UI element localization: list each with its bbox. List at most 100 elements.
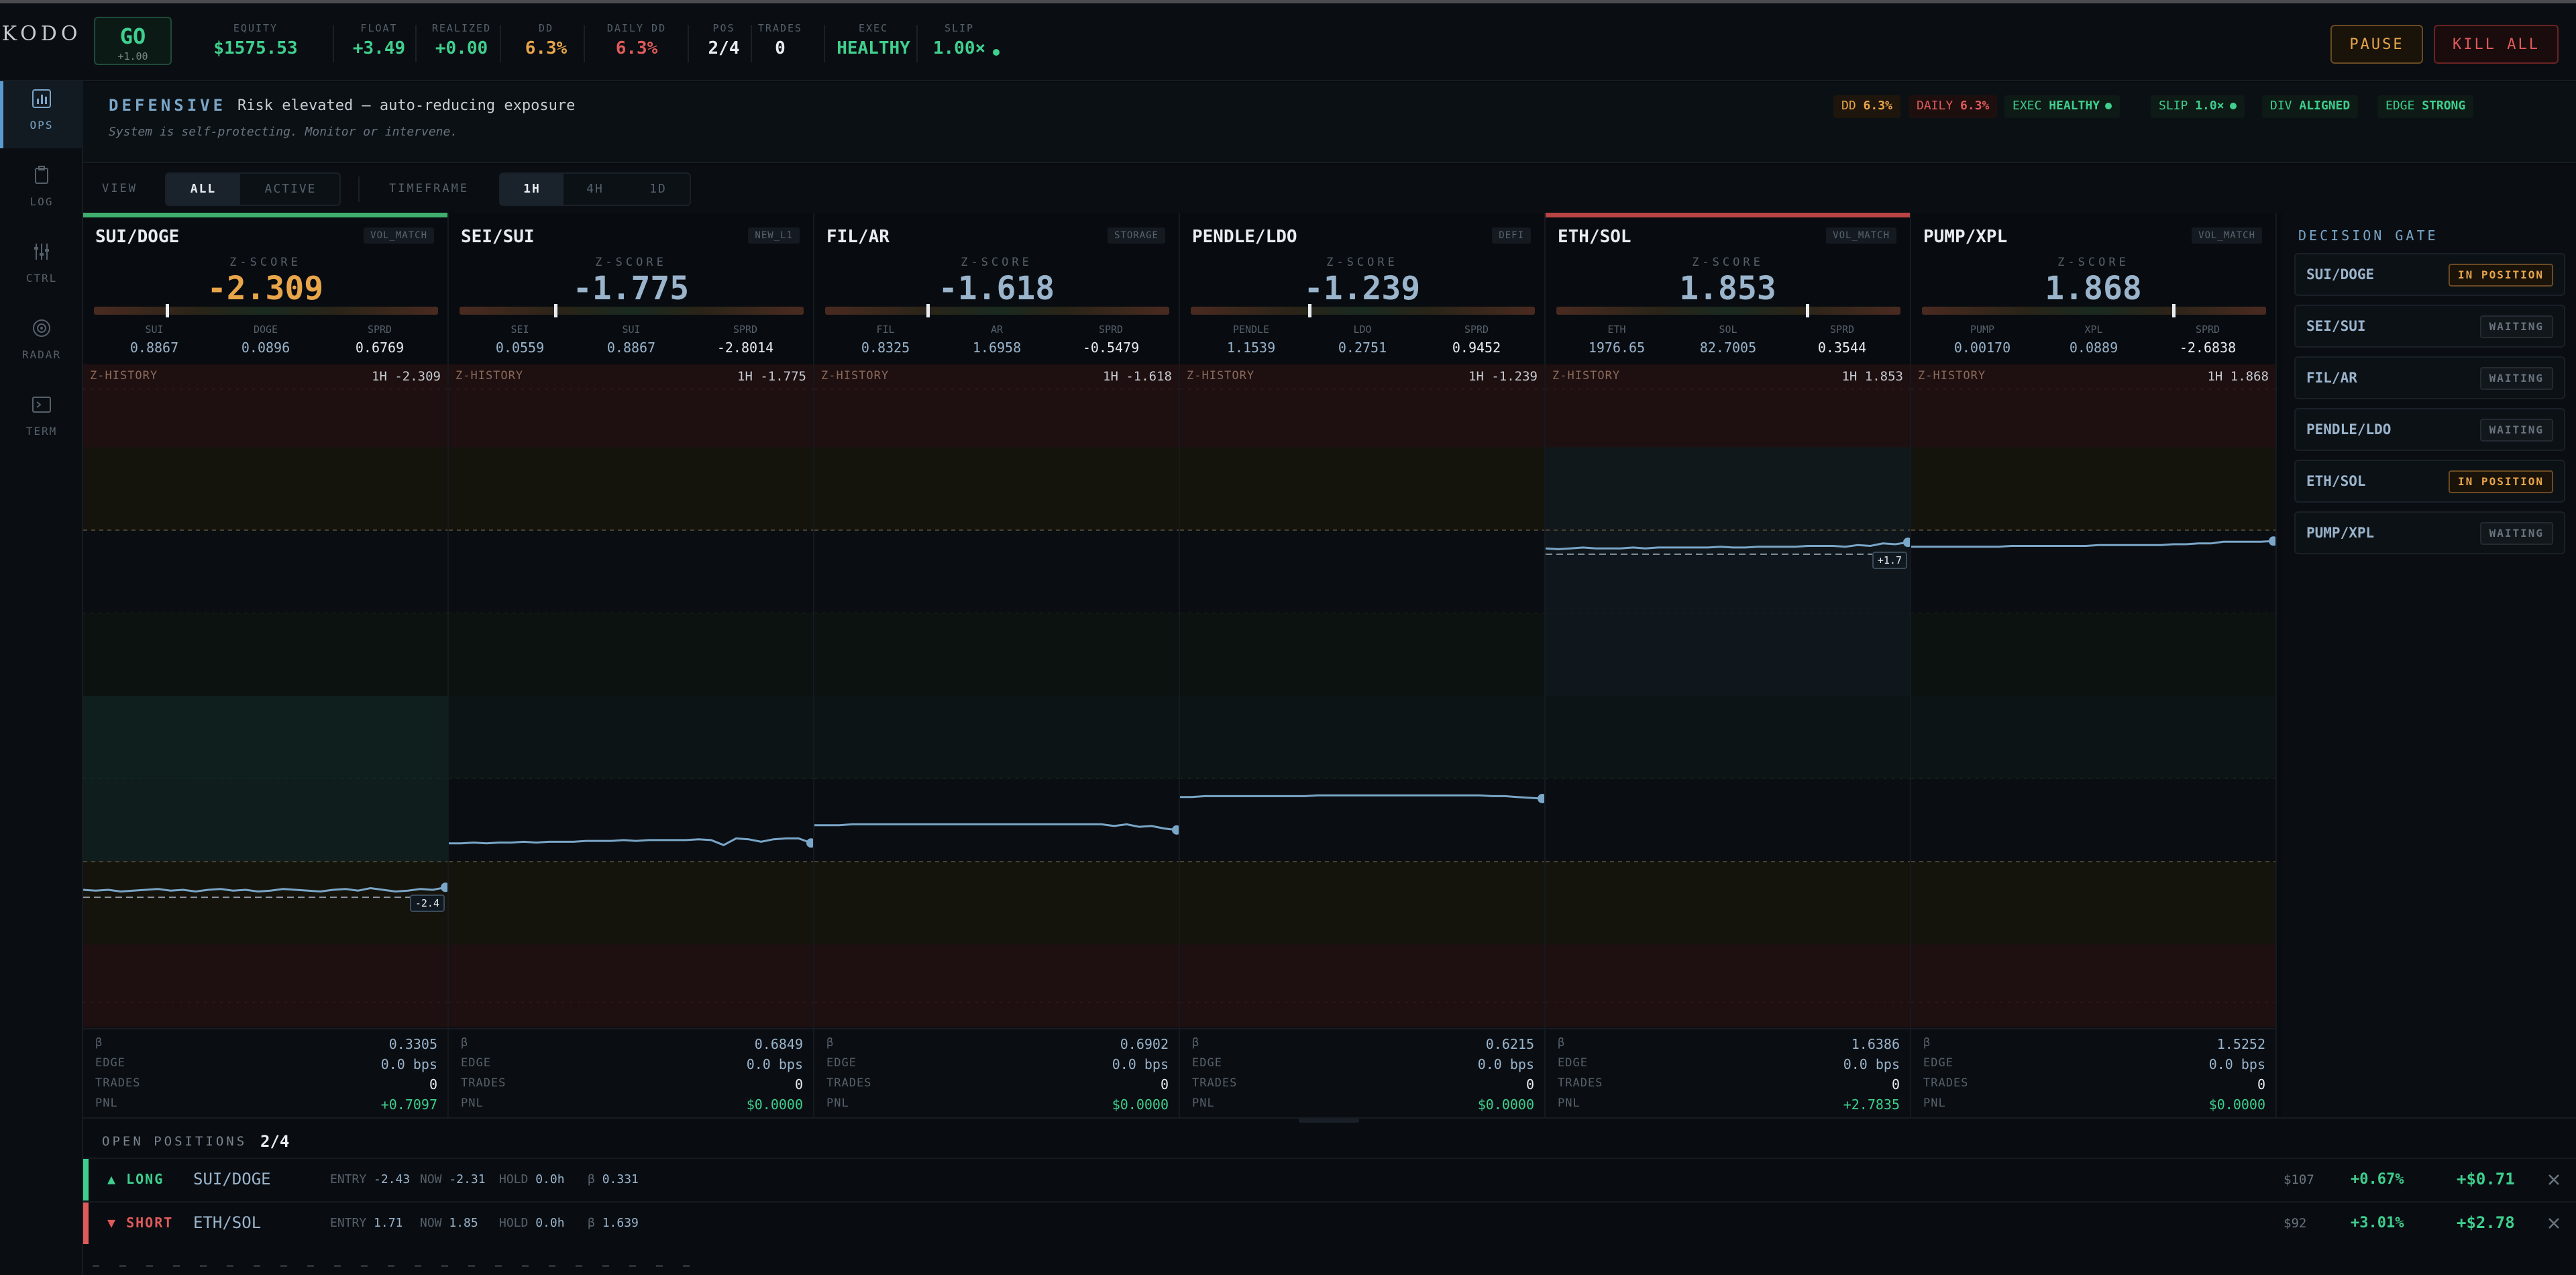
pause-button[interactable]: PAUSE xyxy=(2330,25,2423,64)
sidebar-item-radar[interactable]: RADAR xyxy=(0,311,83,378)
risk-chip-value: 1.0× xyxy=(2195,99,2224,113)
position-row[interactable]: ▼ SHORT ETH/SOL ENTRY 1.71 NOW 1.85 HOLD 0.0… xyxy=(83,1201,2576,1244)
stat-edge: EDGE 0.0 bps xyxy=(1192,1056,1534,1075)
timeframe-option-1d[interactable]: 1D xyxy=(649,182,667,196)
z-history-label: Z-HISTORY xyxy=(1187,369,1255,382)
leg-pendle: PENDLE 1.1539 xyxy=(1191,323,1311,356)
gate-item-eth-sol[interactable]: ETH/SOL IN POSITION xyxy=(2294,460,2565,503)
risk-chip-daily: DAILY 6.3% xyxy=(1909,95,1998,118)
panel-resize-handle[interactable] xyxy=(1299,1119,1359,1123)
pair-card-pendle-ldo[interactable]: PENDLE/LDO DEFI Z-SCORE -1.239 PENDLE 1.1539 L… xyxy=(1180,213,1546,1117)
z-history-line xyxy=(449,837,812,846)
z-score-label: Z-SCORE xyxy=(229,256,301,269)
leg-label: SPRD xyxy=(1098,323,1124,336)
z-band xyxy=(814,862,1179,945)
pair-name: PUMP/XPL xyxy=(1923,227,2008,247)
position-direction: ▼ SHORT xyxy=(107,1215,174,1231)
close-icon[interactable] xyxy=(2542,1168,2565,1191)
z-score-gauge xyxy=(460,304,804,317)
stat-label: PNL xyxy=(1192,1096,1215,1110)
stat-beta: β 1.5252 xyxy=(1923,1036,2265,1055)
sidebar-item-term[interactable]: TERM xyxy=(0,387,83,454)
position-meta-label: β xyxy=(588,1172,595,1186)
gate-item-fil-ar[interactable]: FIL/AR WAITING xyxy=(2294,356,2565,399)
z-band xyxy=(83,530,447,613)
z-band xyxy=(1911,778,2275,862)
z-history-label: Z-HISTORY xyxy=(1552,369,1621,382)
leg-sprd: SPRD -0.5479 xyxy=(1051,323,1171,356)
pair-card-sui-doge[interactable]: SUI/DOGE VOL_MATCH Z-SCORE -2.309 SUI 0.8867 D… xyxy=(83,213,449,1117)
sidebar-nav: OPS LOG CTRL RADAR TERM xyxy=(0,81,83,1275)
gate-item-sei-sui[interactable]: SEI/SUI WAITING xyxy=(2294,305,2565,348)
gate-item-pump-xpl[interactable]: PUMP/XPL WAITING xyxy=(2294,511,2565,554)
sidebar-item-ctrl[interactable]: CTRL xyxy=(0,234,83,301)
z-history-chart xyxy=(814,364,1179,1027)
z-history-label: Z-HISTORY xyxy=(1918,369,1986,382)
risk-chip-edge: EDGE STRONG xyxy=(2377,95,2474,118)
pair-card-pump-xpl[interactable]: PUMP/XPL VOL_MATCH Z-SCORE 1.868 PUMP 0.00170… xyxy=(1911,213,2277,1117)
z-history-timeframe: 1H -2.309 xyxy=(372,369,441,384)
gate-item-sui-doge[interactable]: SUI/DOGE IN POSITION xyxy=(2294,253,2565,296)
metric-exec: EXEC HEALTHY xyxy=(826,22,920,65)
leg-sprd: SPRD -2.8014 xyxy=(685,323,806,356)
z-history-chart xyxy=(1180,364,1544,1027)
stat-beta: β 0.6902 xyxy=(826,1036,1169,1055)
window-top-edge xyxy=(0,0,2576,3)
view-option-active[interactable]: ACTIVE xyxy=(264,182,317,196)
risk-chip-value: 6.3% xyxy=(1960,99,1990,113)
pair-tag: VOL_MATCH xyxy=(364,227,434,244)
view-option-all[interactable]: ALL xyxy=(166,174,240,205)
gate-pair: ETH/SOL xyxy=(2306,473,2366,489)
position-hold: HOLD 0.0h xyxy=(499,1216,565,1230)
leg-label: SPRD xyxy=(1829,323,1855,336)
metric-label: TRADES xyxy=(757,22,803,34)
position-row[interactable]: ▲ LONG SUI/DOGE ENTRY -2.43 NOW -2.31 HOLD 0… xyxy=(83,1158,2576,1201)
stat-label: TRADES xyxy=(461,1076,506,1090)
z-score-label: Z-SCORE xyxy=(1326,256,1398,269)
leg-sprd: SPRD -2.6838 xyxy=(2147,323,2268,356)
z-band xyxy=(1180,862,1544,945)
position-size: $107 xyxy=(2284,1172,2314,1187)
metric-value: 2/4 xyxy=(708,38,740,58)
leg-value: 0.0896 xyxy=(241,340,290,356)
entry-marker-label: +1.7 xyxy=(1872,551,1907,569)
metric-slip: SLIP 1.00× xyxy=(919,22,1000,65)
bar-chart-icon xyxy=(31,88,52,109)
leg-label: SUI xyxy=(622,323,641,336)
stat-value: 0.0 bps xyxy=(2208,1056,2265,1072)
timeframe-option-4h[interactable]: 4H xyxy=(586,182,604,196)
z-history-timeframe: 1H 1.868 xyxy=(2207,369,2269,384)
metric-label: EQUITY xyxy=(233,22,278,34)
metric-separator xyxy=(824,25,825,62)
pair-card-eth-sol[interactable]: ETH/SOL VOL_MATCH Z-SCORE 1.853 ETH 1976.65 SO… xyxy=(1546,213,1911,1117)
metric-equity: EQUITY $1575.53 xyxy=(205,22,306,65)
stat-value: 0.0 bps xyxy=(746,1056,803,1072)
position-meta-label: ENTRY xyxy=(330,1172,367,1186)
leg-label: SPRD xyxy=(1464,323,1489,336)
z-history-svg xyxy=(1911,364,2275,1027)
position-now: NOW 1.85 xyxy=(420,1216,478,1230)
gate-item-pendle-ldo[interactable]: PENDLE/LDO WAITING xyxy=(2294,408,2565,451)
clipboard-icon xyxy=(31,164,52,186)
leg-eth: ETH 1976.65 xyxy=(1556,323,1677,356)
position-pnl-percent: +3.01% xyxy=(2351,1215,2404,1231)
close-icon[interactable] xyxy=(2542,1212,2565,1235)
position-meta-label: NOW xyxy=(420,1172,442,1186)
leg-label: SUI xyxy=(145,323,164,336)
position-pair: ETH/SOL xyxy=(193,1213,262,1232)
stat-label: β xyxy=(1923,1036,1931,1050)
z-score-gauge xyxy=(1556,304,1900,317)
z-score-gauge xyxy=(94,304,438,317)
stat-value: 0 xyxy=(1891,1076,1900,1092)
z-score-gauge-marker xyxy=(1806,304,1809,317)
pair-stats: β 0.6849 EDGE 0.0 bps TRADES 0 PNL $0.0000 xyxy=(449,1028,813,1117)
sidebar-item-log[interactable]: LOG xyxy=(0,158,83,225)
timeframe-option-1h[interactable]: 1H xyxy=(500,174,564,205)
sidebar-item-ops[interactable]: OPS xyxy=(0,81,83,148)
pair-card-sei-sui[interactable]: SEI/SUI NEW_L1 Z-SCORE -1.775 SEI 0.0559 SUI 0.… xyxy=(449,213,814,1117)
z-score-gauge-marker xyxy=(166,304,169,317)
pair-card-fil-ar[interactable]: FIL/AR STORAGE Z-SCORE -1.618 FIL 0.8325 AR 1.6… xyxy=(814,213,1180,1117)
leg-label: FIL xyxy=(876,323,895,336)
kill-all-button[interactable]: KILL ALL xyxy=(2434,25,2559,64)
